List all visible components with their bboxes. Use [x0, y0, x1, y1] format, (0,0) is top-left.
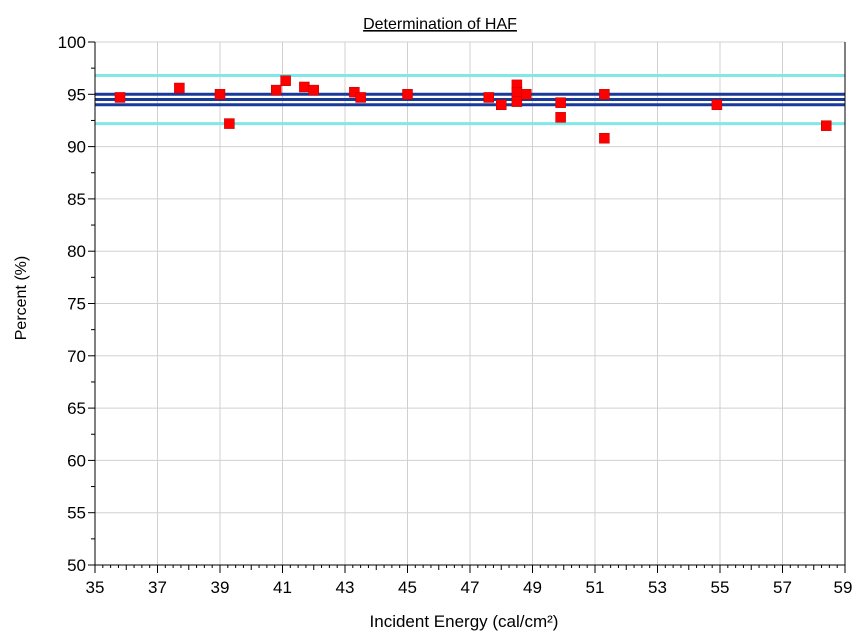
x-tick-label: 41 — [273, 578, 292, 597]
y-tick-label: 100 — [58, 33, 86, 52]
data-point — [271, 84, 282, 96]
y-tick-label: 85 — [67, 190, 86, 209]
data-points — [114, 75, 832, 144]
y-tick-label: 65 — [67, 399, 86, 418]
data-point — [355, 92, 366, 103]
axes: 50 55 60 65 70 75 80 85 90 95 100 35 37 39 41 43 45 47 49 5… — [58, 33, 853, 597]
data-point — [280, 75, 291, 86]
y-tick-label: 95 — [67, 85, 86, 104]
grid — [94, 41, 846, 566]
data-point — [821, 120, 832, 131]
y-tick-label: 60 — [67, 451, 86, 470]
data-point — [496, 99, 507, 111]
x-tick-label: 49 — [523, 578, 542, 597]
data-point — [711, 99, 723, 111]
x-tick-label: 35 — [86, 578, 105, 597]
data-point — [555, 97, 566, 108]
x-tick-label: 45 — [398, 578, 417, 597]
data-point — [555, 112, 566, 123]
y-axis-label: Percent (%) — [13, 256, 30, 340]
x-tick-label: 39 — [211, 578, 230, 597]
x-tick-label: 43 — [336, 578, 355, 597]
x-tick-label: 57 — [773, 578, 792, 597]
y-tick-label: 90 — [67, 138, 86, 157]
chart-title: Determination of HAF — [363, 16, 517, 33]
data-point — [402, 89, 413, 100]
x-tick-label: 51 — [586, 578, 605, 597]
x-tick-label: 37 — [148, 578, 167, 597]
x-axis-label: Incident Energy (cal/cm²) — [370, 612, 559, 631]
data-point — [114, 92, 126, 103]
y-tick-label: 80 — [67, 242, 86, 261]
data-point — [214, 89, 226, 100]
x-tick-label: 53 — [648, 578, 667, 597]
data-point — [224, 118, 235, 129]
y-tick-label: 55 — [67, 504, 86, 523]
data-point — [521, 89, 532, 100]
data-point — [511, 86, 523, 98]
data-point — [599, 132, 610, 144]
x-tick-label: 55 — [711, 578, 730, 597]
data-point — [483, 92, 494, 103]
data-point — [299, 81, 310, 93]
x-tick-label: 47 — [461, 578, 480, 597]
data-point — [599, 89, 610, 100]
y-tick-label: 50 — [67, 556, 86, 575]
x-tick-label: 59 — [834, 578, 853, 597]
data-point — [174, 82, 185, 94]
data-point — [308, 84, 319, 96]
data-point — [511, 96, 523, 107]
y-tick-label: 75 — [67, 295, 86, 314]
y-tick-label: 70 — [67, 347, 86, 366]
